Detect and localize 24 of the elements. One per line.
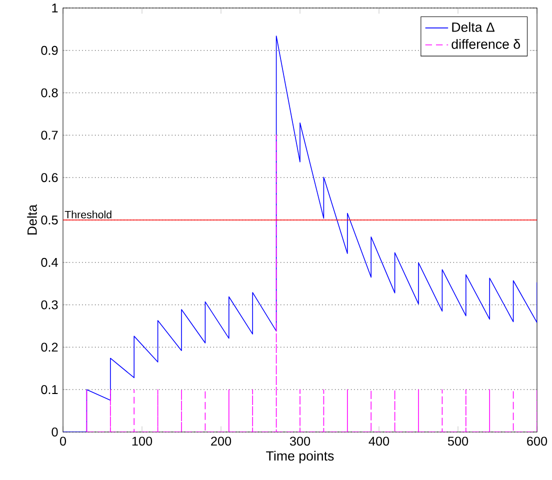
y-axis-title: Delta xyxy=(27,204,37,234)
y-tick-label: 1 xyxy=(52,4,58,12)
y-tick-label: 0.3 xyxy=(41,300,58,310)
y-tick-label: 0.2 xyxy=(41,342,58,352)
y-tick-label: 0.1 xyxy=(41,385,58,394)
x-tick-label: 600 xyxy=(527,436,548,446)
y-tick-label: 0.8 xyxy=(41,88,58,98)
x-tick-label: 200 xyxy=(211,436,232,446)
x-axis-title: Time points xyxy=(266,450,334,464)
x-tick-label: 100 xyxy=(132,436,152,446)
x-tick-label: 400 xyxy=(368,436,390,446)
y-tick-label: 0.4 xyxy=(41,258,58,267)
legend-label: Delta Δ xyxy=(452,22,494,32)
x-tick-label: 500 xyxy=(448,436,468,446)
ref-line-label: Threshold xyxy=(64,210,112,218)
line-series xyxy=(63,36,538,432)
y-tick-label: 0.7 xyxy=(41,130,58,140)
x-tick-label: 300 xyxy=(290,436,310,446)
y-tick-label: 0.9 xyxy=(41,46,58,55)
y-tick-label: 0.5 xyxy=(41,216,58,224)
legend-label: difference δ xyxy=(452,39,520,49)
y-tick-label: 0 xyxy=(52,428,58,436)
y-tick-label: 0.6 xyxy=(41,173,58,182)
x-tick-label: 0 xyxy=(60,436,66,446)
